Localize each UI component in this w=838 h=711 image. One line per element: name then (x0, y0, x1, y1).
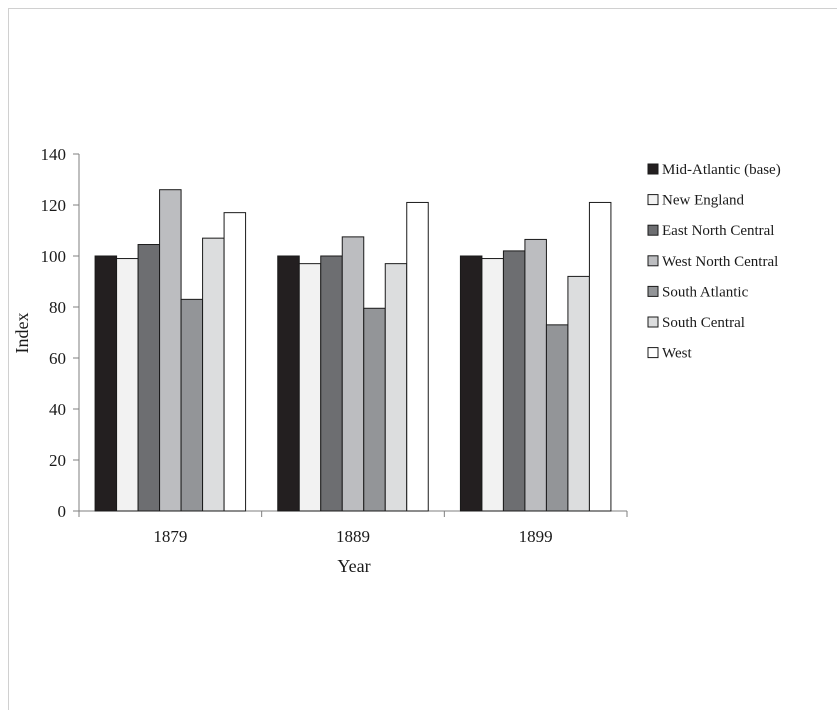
bar (223, 212, 247, 512)
y-axis-title: Index (12, 313, 32, 354)
legend-label: New England (662, 193, 745, 209)
bar (277, 255, 300, 512)
y-tick-label: 60 (49, 349, 66, 368)
bar (94, 255, 118, 512)
y-tick-label: 80 (49, 298, 66, 317)
bar (298, 263, 322, 512)
legend-swatch (647, 224, 659, 236)
bar (481, 258, 504, 512)
y-tick-label: 0 (58, 502, 67, 521)
bar (180, 298, 204, 512)
bar (363, 307, 386, 512)
legend-swatch (647, 285, 659, 297)
x-tick-label: 1879 (153, 527, 187, 546)
bar (459, 255, 483, 512)
bar (320, 255, 343, 512)
x-axis: 1879 1889 1899 (78, 510, 628, 546)
legend-label: West (662, 346, 692, 362)
x-tick-label: 1889 (336, 527, 370, 546)
bar (202, 237, 225, 512)
legend-label: West North Central (662, 254, 778, 270)
bar (116, 258, 139, 512)
legend-swatch (647, 316, 659, 328)
x-axis-title: Year (337, 556, 370, 576)
y-tick-label: 40 (49, 400, 66, 419)
bar (137, 244, 161, 512)
legend-label: Mid-Atlantic (base) (662, 162, 781, 178)
bar (567, 275, 590, 512)
bars (94, 189, 612, 512)
bar (406, 201, 429, 512)
legend-label: South Central (662, 315, 745, 331)
bar (159, 189, 182, 512)
y-tick-label: 100 (41, 247, 67, 266)
legend-swatch (647, 163, 659, 175)
bar (524, 238, 547, 512)
legend-label: East North Central (662, 223, 774, 239)
bar (545, 324, 569, 512)
bar (384, 263, 408, 512)
y-axis: 0 20 40 60 80 100 120 140 (41, 145, 80, 521)
bar (588, 201, 612, 512)
legend-swatch (647, 347, 659, 359)
y-tick-label: 140 (41, 145, 67, 164)
bar (341, 236, 365, 512)
y-tick-label: 20 (49, 451, 66, 470)
legend-swatch (647, 194, 659, 206)
x-tick-label: 1899 (519, 527, 553, 546)
chart-frame (8, 8, 837, 710)
y-tick-label: 120 (41, 196, 67, 215)
legend: Mid-Atlantic (base) New England East North… (647, 162, 781, 362)
legend-swatch (647, 255, 659, 267)
legend-label: South Atlantic (662, 284, 749, 300)
bar (502, 250, 526, 512)
